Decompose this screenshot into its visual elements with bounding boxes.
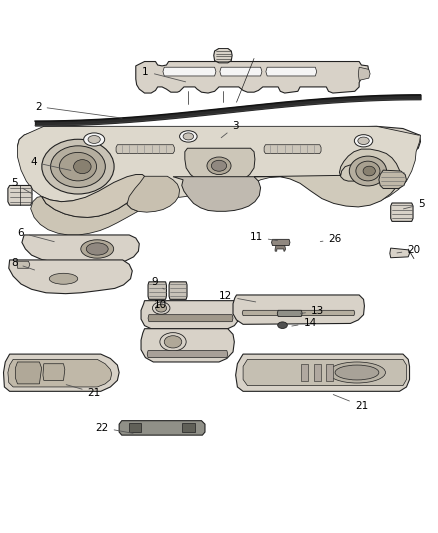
- Text: 11: 11: [250, 232, 278, 242]
- Ellipse shape: [156, 304, 166, 312]
- Ellipse shape: [160, 333, 186, 351]
- Polygon shape: [42, 174, 145, 217]
- Polygon shape: [264, 145, 321, 154]
- Polygon shape: [379, 170, 406, 189]
- Polygon shape: [141, 301, 240, 329]
- Polygon shape: [390, 248, 410, 258]
- Polygon shape: [163, 67, 216, 76]
- Ellipse shape: [49, 273, 78, 284]
- Polygon shape: [185, 148, 255, 184]
- Polygon shape: [8, 359, 112, 387]
- Text: 14: 14: [292, 318, 317, 328]
- Text: 26: 26: [320, 235, 342, 244]
- Text: 20: 20: [397, 245, 420, 255]
- Text: 1: 1: [142, 67, 186, 82]
- Polygon shape: [31, 176, 145, 235]
- Ellipse shape: [211, 160, 227, 171]
- Text: 9: 9: [151, 277, 164, 289]
- Ellipse shape: [88, 135, 100, 143]
- Polygon shape: [147, 351, 228, 358]
- Polygon shape: [173, 177, 261, 211]
- Text: 10: 10: [153, 300, 166, 310]
- Ellipse shape: [363, 166, 375, 176]
- Polygon shape: [275, 246, 286, 251]
- Text: 22: 22: [95, 423, 133, 433]
- Text: 12: 12: [219, 291, 256, 302]
- Text: 5: 5: [11, 178, 33, 194]
- Ellipse shape: [349, 156, 386, 186]
- Polygon shape: [18, 126, 420, 204]
- Ellipse shape: [86, 243, 108, 255]
- Ellipse shape: [42, 139, 114, 194]
- Polygon shape: [266, 67, 317, 76]
- Polygon shape: [242, 310, 355, 316]
- Text: 3: 3: [221, 122, 239, 138]
- Ellipse shape: [335, 365, 379, 380]
- Ellipse shape: [50, 146, 105, 188]
- Polygon shape: [243, 359, 406, 386]
- Polygon shape: [18, 261, 30, 268]
- Polygon shape: [169, 282, 187, 300]
- Polygon shape: [15, 362, 42, 384]
- Ellipse shape: [354, 135, 373, 147]
- Ellipse shape: [328, 362, 385, 383]
- Polygon shape: [119, 421, 205, 435]
- Polygon shape: [182, 423, 195, 432]
- Polygon shape: [22, 235, 139, 263]
- Polygon shape: [148, 314, 233, 322]
- Ellipse shape: [74, 159, 91, 174]
- Ellipse shape: [356, 161, 380, 181]
- Polygon shape: [141, 329, 234, 362]
- Polygon shape: [43, 364, 65, 381]
- Ellipse shape: [183, 133, 194, 140]
- Polygon shape: [127, 176, 180, 212]
- Text: 21: 21: [66, 385, 101, 398]
- Text: 8: 8: [11, 258, 35, 270]
- Ellipse shape: [164, 336, 182, 348]
- Text: 4: 4: [31, 157, 71, 171]
- Polygon shape: [9, 260, 132, 294]
- Polygon shape: [236, 354, 410, 391]
- Polygon shape: [148, 282, 166, 300]
- Polygon shape: [129, 423, 141, 432]
- Polygon shape: [254, 149, 401, 207]
- Polygon shape: [214, 49, 232, 63]
- Ellipse shape: [343, 151, 393, 191]
- Polygon shape: [358, 67, 370, 80]
- Polygon shape: [8, 185, 32, 205]
- Ellipse shape: [84, 133, 105, 146]
- Polygon shape: [326, 364, 333, 381]
- Ellipse shape: [207, 157, 231, 174]
- Ellipse shape: [59, 152, 96, 181]
- Polygon shape: [4, 354, 119, 391]
- Polygon shape: [391, 203, 413, 221]
- Text: 13: 13: [300, 306, 324, 316]
- Polygon shape: [272, 239, 290, 246]
- Text: 21: 21: [333, 394, 368, 411]
- Polygon shape: [136, 61, 369, 93]
- Polygon shape: [301, 364, 308, 381]
- Ellipse shape: [152, 302, 170, 314]
- Text: 6: 6: [18, 228, 54, 241]
- Ellipse shape: [278, 322, 287, 328]
- Text: 5: 5: [403, 199, 425, 209]
- Ellipse shape: [358, 137, 369, 144]
- Ellipse shape: [180, 131, 197, 142]
- Polygon shape: [116, 145, 174, 154]
- Ellipse shape: [81, 240, 114, 258]
- Text: 2: 2: [35, 102, 122, 118]
- Polygon shape: [277, 310, 302, 317]
- Polygon shape: [18, 126, 420, 158]
- Polygon shape: [233, 295, 364, 324]
- Polygon shape: [220, 67, 262, 76]
- Polygon shape: [314, 364, 321, 381]
